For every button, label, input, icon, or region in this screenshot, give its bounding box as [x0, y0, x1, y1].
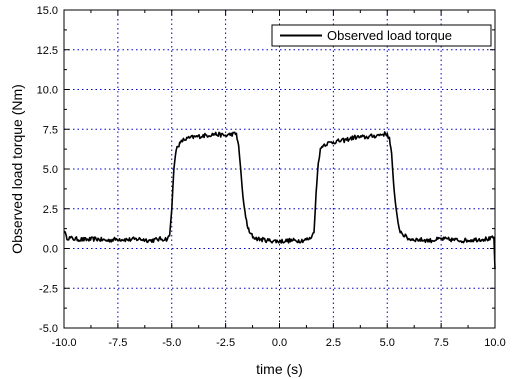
y-tick-label: 2.5	[43, 204, 58, 216]
y-tick-label: 10.0	[37, 85, 58, 97]
series-layer	[63, 131, 496, 270]
x-tick-label: -10.0	[51, 337, 76, 349]
y-tick-label: -2.5	[39, 283, 58, 295]
x-axis-title: time (s)	[256, 361, 303, 377]
y-tick-label: 0.0	[43, 244, 58, 256]
x-tick-label: -7.5	[108, 337, 127, 349]
series-line	[63, 131, 496, 270]
x-tick-label: -2.5	[216, 337, 235, 349]
legend-box	[271, 24, 492, 47]
x-tick-label: -5.0	[162, 337, 181, 349]
legend-label: Observed load torque	[327, 28, 452, 43]
y-tick-label: 12.5	[37, 45, 58, 57]
x-tick-label: 5.0	[380, 337, 395, 349]
y-tick-label: 5.0	[43, 164, 58, 176]
grid-lines	[64, 10, 495, 328]
x-tick-label: 2.5	[326, 337, 341, 349]
x-tick-labels: -10.0 -7.5 -5.0 -2.5 0.0 2.5 5.0 7.5 10.0	[51, 337, 505, 349]
y-tick-label: 15.0	[37, 5, 58, 17]
x-tick-label: 0.0	[272, 337, 287, 349]
plot-frame	[63, 9, 496, 329]
x-tick-label: 7.5	[433, 337, 448, 349]
legend: Observed load torque	[271, 24, 492, 47]
x-tick-label: 10.0	[484, 337, 505, 349]
y-tick-label: 7.5	[43, 124, 58, 136]
y-tick-labels: -5.0 -2.5 0.0 2.5 5.0 7.5 10.0 12.5 15.0	[37, 5, 58, 335]
y-axis-title: Observed load torque (Nm)	[9, 84, 25, 254]
y-tick-label: -5.0	[39, 323, 58, 335]
